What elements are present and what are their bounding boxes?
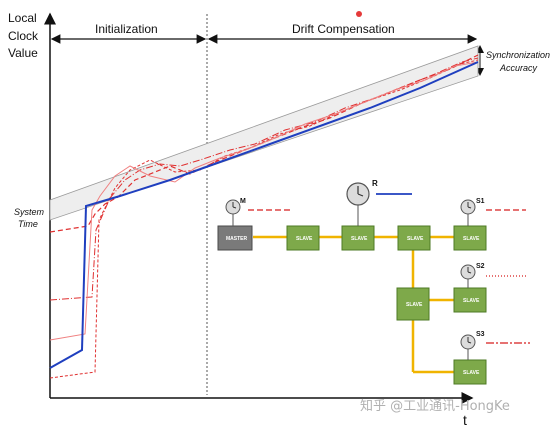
master-node: MASTER (217, 225, 253, 251)
reference-clock-line (49, 61, 479, 369)
watermark: 知乎 @工业通讯-HongKe (360, 398, 510, 414)
slave-clock-curve-3 (49, 59, 479, 379)
slave-clock-curve-4 (49, 61, 479, 341)
reference-clock-icon (346, 182, 370, 226)
s1-clock-icon (460, 199, 476, 226)
svg-text:SLAVE: SLAVE (463, 298, 480, 304)
slave-node-4: SLAVE (453, 225, 487, 251)
slave-node-2: SLAVE (341, 225, 375, 251)
y-axis-label-line2: Clock (8, 29, 39, 43)
s3-clock-icon (460, 334, 476, 360)
svg-text:SLAVE: SLAVE (463, 370, 480, 376)
s3-clock-label: S3 (476, 331, 485, 338)
phase-drift-label: Drift Compensation (292, 22, 395, 36)
s1-clock-label: S1 (476, 198, 485, 205)
slave-node-7: SLAVE (453, 359, 487, 385)
svg-text:MASTER: MASTER (226, 236, 248, 242)
s2-clock-label: S2 (476, 263, 485, 270)
svg-text:SLAVE: SLAVE (406, 302, 423, 308)
master-clock-icon (225, 199, 241, 226)
svg-text:SLAVE: SLAVE (407, 236, 424, 242)
accuracy-band (49, 45, 479, 221)
sync-accuracy-label-line1: Synchronization (486, 50, 550, 60)
system-time-label-line1: System (14, 207, 45, 217)
svg-text:SLAVE: SLAVE (296, 236, 313, 242)
master-clock-label: M (240, 198, 246, 205)
s2-clock-icon (460, 264, 476, 288)
system-time-label-line2: Time (18, 219, 38, 229)
x-axis-label: t (463, 412, 467, 428)
svg-text:SLAVE: SLAVE (463, 236, 480, 242)
slave-node-1: SLAVE (286, 225, 320, 251)
sync-accuracy-label-line2: Accuracy (499, 63, 538, 73)
svg-text:SLAVE: SLAVE (351, 236, 368, 242)
y-axis-label-line3: Value (8, 46, 38, 60)
reference-clock-label: R (372, 179, 378, 188)
y-axis-label-line1: Local (8, 11, 37, 25)
slave-node-6: SLAVE (453, 287, 487, 313)
slave-node-3: SLAVE (397, 225, 431, 251)
phase-initialization-label: Initialization (95, 22, 158, 36)
red-dot-marker (356, 11, 362, 17)
slave-node-5: SLAVE (396, 287, 430, 321)
